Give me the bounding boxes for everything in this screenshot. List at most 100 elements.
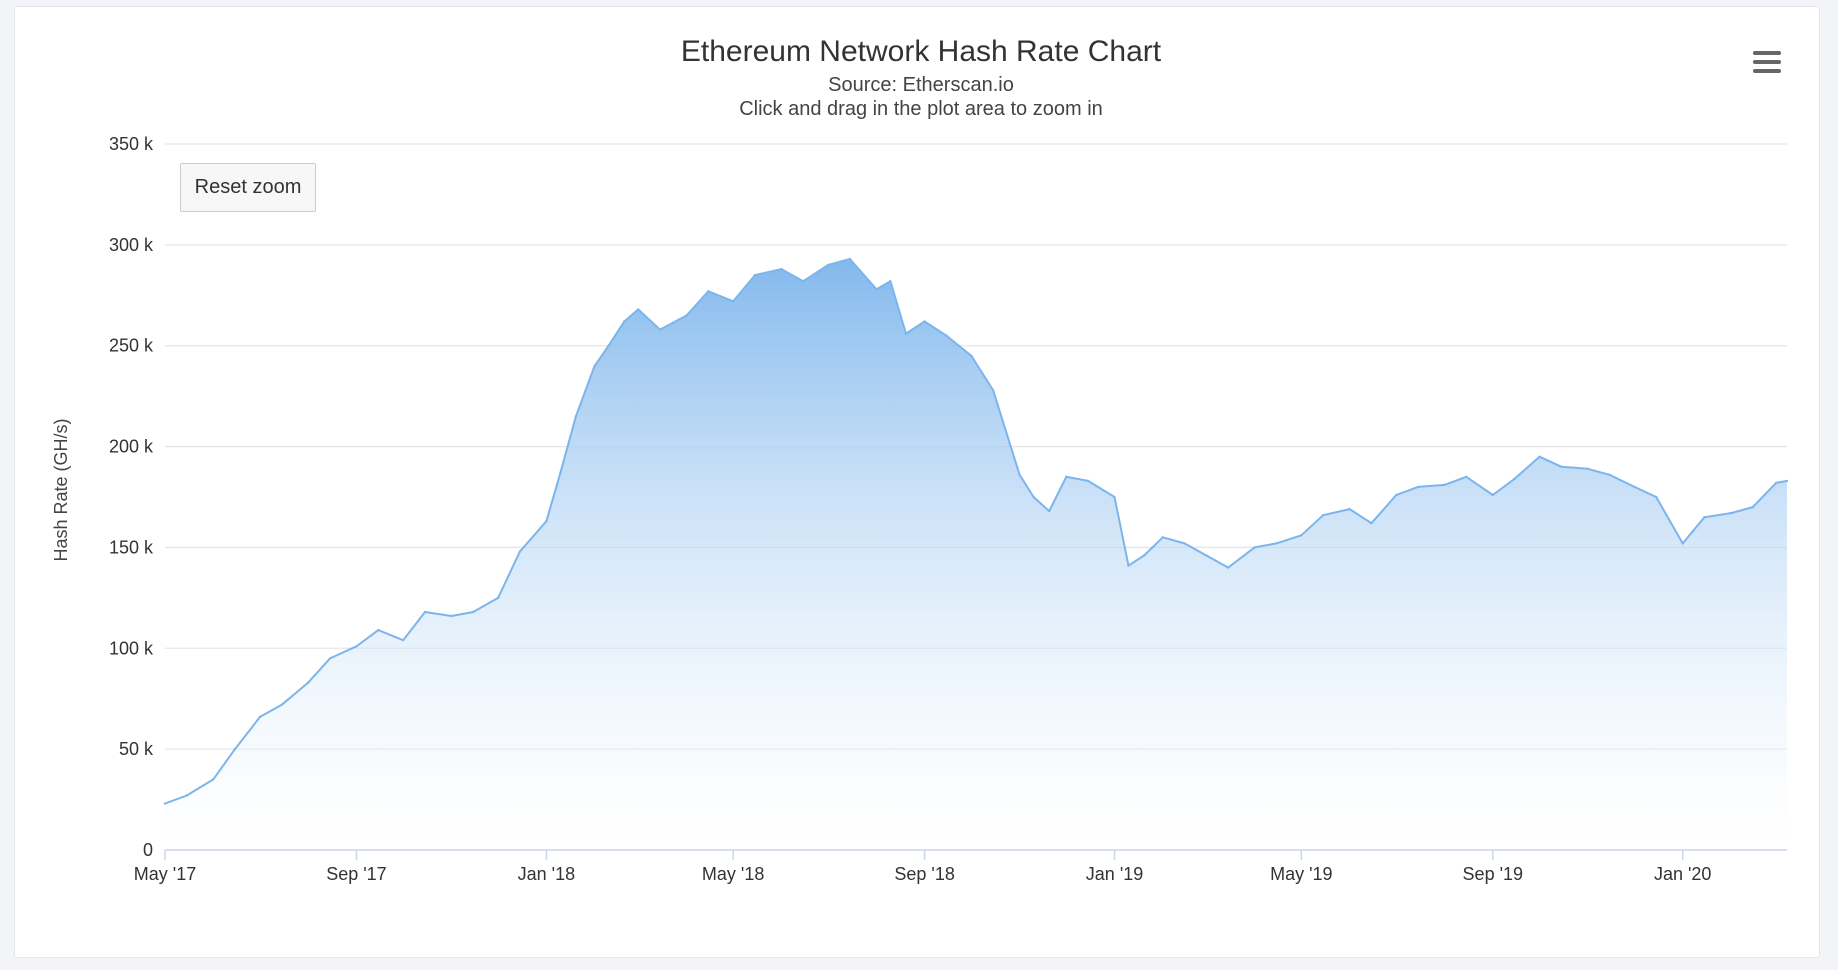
hash-rate-point bbox=[355, 645, 358, 648]
x-tick-label: Sep '17 bbox=[326, 864, 387, 884]
hash-rate-point bbox=[1113, 495, 1116, 499]
hash-rate-point bbox=[1681, 542, 1684, 545]
hash-rate-point bbox=[1560, 465, 1563, 468]
x-tick-label: May '19 bbox=[1270, 864, 1332, 884]
hash-rate-point bbox=[1348, 507, 1351, 511]
hash-rate-point bbox=[233, 747, 237, 751]
hash-rate-point bbox=[780, 267, 783, 271]
hash-rate-point bbox=[496, 596, 500, 600]
hash-rate-point bbox=[753, 273, 757, 277]
x-tick-label: May '18 bbox=[702, 864, 764, 884]
hash-rate-point bbox=[802, 280, 805, 283]
hash-rate-point bbox=[472, 610, 475, 614]
hash-rate-point bbox=[1395, 493, 1398, 497]
hash-rate-point bbox=[450, 614, 453, 618]
x-tick-label: Sep '19 bbox=[1463, 864, 1524, 884]
hash-rate-point bbox=[923, 320, 926, 323]
hash-rate-point bbox=[1513, 477, 1516, 480]
y-tick-label: 250 k bbox=[109, 336, 154, 356]
hash-rate-point bbox=[1785, 479, 1789, 483]
hash-rate-point bbox=[328, 657, 332, 660]
y-tick-label: 0 bbox=[143, 840, 153, 860]
hash-rate-point bbox=[377, 628, 380, 632]
hash-rate-point bbox=[904, 332, 908, 335]
hash-rate-point bbox=[1253, 546, 1256, 549]
hash-rate-point bbox=[889, 280, 892, 283]
hamburger-menu-icon[interactable] bbox=[1749, 45, 1785, 79]
series-layer bbox=[163, 257, 1789, 850]
hash-rate-point bbox=[1443, 483, 1446, 487]
hash-rate-point bbox=[826, 263, 830, 267]
hash-rate-point bbox=[1370, 522, 1373, 525]
hash-rate-area bbox=[165, 259, 1787, 850]
hash-rate-point bbox=[518, 550, 522, 553]
y-tick-label: 150 k bbox=[109, 537, 154, 557]
hash-rate-point bbox=[1416, 485, 1420, 489]
hash-rate-point bbox=[637, 308, 640, 311]
x-tick-label: May '17 bbox=[134, 864, 196, 884]
hash-rate-point bbox=[593, 364, 596, 368]
hash-rate-point bbox=[1774, 481, 1778, 485]
chart-title: Ethereum Network Hash Rate Chart bbox=[681, 35, 1162, 68]
hash-rate-point bbox=[945, 334, 948, 337]
y-axis-title: Hash Rate (GH/s) bbox=[51, 418, 71, 561]
hash-rate-point bbox=[212, 778, 215, 781]
reset-zoom-button[interactable]: Reset zoom bbox=[180, 163, 316, 212]
x-tick-label: Jan '18 bbox=[518, 864, 575, 884]
y-tick-label: 300 k bbox=[109, 235, 154, 255]
hash-rate-point bbox=[1086, 479, 1090, 483]
hash-rate-point bbox=[1161, 536, 1165, 539]
hash-rate-point bbox=[163, 802, 167, 805]
hash-rate-point bbox=[1048, 509, 1051, 513]
hash-rate-point bbox=[1538, 455, 1541, 458]
hash-rate-point bbox=[607, 344, 610, 347]
y-tick-label: 350 k bbox=[109, 134, 154, 154]
hash-rate-point bbox=[1275, 542, 1278, 545]
hash-rate-point bbox=[1465, 475, 1468, 478]
hash-rate-point bbox=[1608, 473, 1611, 476]
hash-rate-point bbox=[574, 415, 578, 418]
hash-rate-point bbox=[402, 639, 405, 642]
hash-rate-point bbox=[559, 471, 562, 474]
hash-rate-point bbox=[258, 715, 262, 719]
hash-rate-point bbox=[1586, 467, 1590, 470]
hash-rate-point bbox=[1018, 473, 1021, 476]
axis-layer: 0 50 k 100 k 150 k 200 k 250 k 300 k 350 k May '… bbox=[109, 134, 1787, 884]
hash-rate-point bbox=[1205, 554, 1208, 557]
y-tick-label: 50 k bbox=[119, 739, 154, 759]
hash-rate-point bbox=[1491, 493, 1495, 497]
hash-rate-point bbox=[280, 703, 283, 706]
hash-rate-chart[interactable]: Ethereum Network Hash Rate Chart Source:… bbox=[15, 7, 1819, 957]
chart-card: Ethereum Network Hash Rate Chart Source:… bbox=[14, 6, 1820, 958]
hash-rate-point bbox=[1142, 554, 1146, 557]
hash-rate-point bbox=[1032, 495, 1035, 499]
hash-rate-point bbox=[545, 520, 548, 523]
hash-rate-point bbox=[307, 681, 310, 684]
hash-rate-point bbox=[970, 354, 973, 357]
hash-rate-point bbox=[1655, 495, 1658, 499]
x-tick-label: Sep '18 bbox=[894, 864, 955, 884]
hash-rate-point bbox=[1300, 534, 1303, 537]
hash-rate-point bbox=[1321, 514, 1325, 517]
hash-rate-point bbox=[1183, 542, 1186, 545]
hash-rate-point bbox=[1227, 566, 1230, 569]
hash-rate-point bbox=[1729, 511, 1733, 515]
hash-rate-point bbox=[848, 257, 852, 261]
hash-rate-point bbox=[1065, 475, 1068, 478]
hash-rate-point bbox=[732, 300, 735, 303]
hash-rate-point bbox=[991, 388, 995, 392]
hash-rate-point bbox=[1751, 505, 1755, 509]
hash-rate-point bbox=[707, 290, 710, 293]
hash-rate-point bbox=[1127, 564, 1130, 567]
chart-subtitle-hint: Click and drag in the plot area to zoom … bbox=[739, 98, 1103, 120]
hash-rate-point bbox=[1633, 485, 1636, 489]
x-tick-label: Jan '20 bbox=[1654, 864, 1711, 884]
y-tick-label: 100 k bbox=[109, 638, 154, 658]
x-tick-label: Jan '19 bbox=[1086, 864, 1143, 884]
hash-rate-point bbox=[423, 610, 427, 614]
chart-subtitle-source: Source: Etherscan.io bbox=[828, 74, 1014, 96]
hash-rate-point bbox=[658, 328, 662, 331]
y-tick-label: 200 k bbox=[109, 437, 154, 457]
hash-rate-point bbox=[1703, 516, 1706, 519]
hash-rate-point bbox=[623, 320, 626, 323]
